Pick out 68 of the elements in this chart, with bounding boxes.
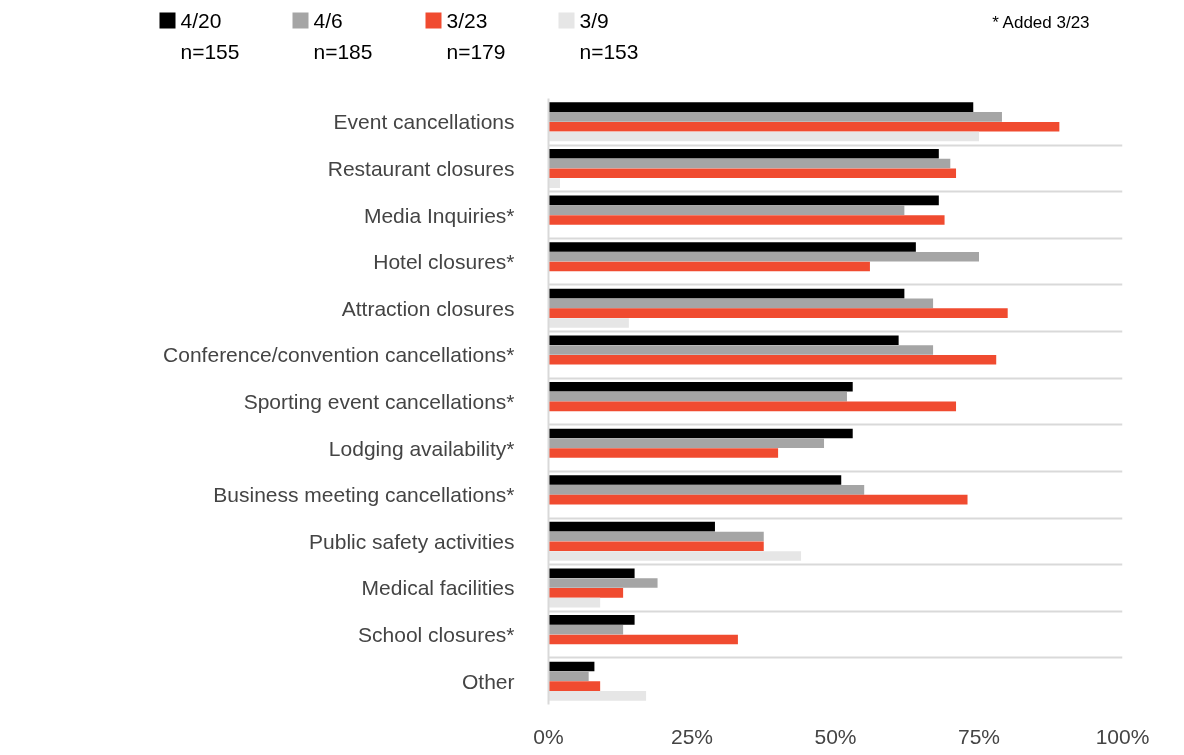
- bar: [548, 195, 939, 206]
- bar: [548, 401, 957, 412]
- bar: [548, 521, 715, 532]
- bar: [548, 681, 601, 691]
- bar: [548, 428, 853, 439]
- y-tick-label: Other: [461, 669, 515, 693]
- bar: [548, 335, 899, 345]
- bar: [548, 205, 905, 215]
- bar: [548, 354, 997, 365]
- x-tick-label: 75%: [957, 724, 1001, 748]
- legend-label: 3/9 n=153: [579, 8, 639, 63]
- bar: [548, 288, 905, 299]
- bar: [548, 568, 635, 579]
- bar: [548, 251, 979, 262]
- legend-label: 4/20 n=155: [180, 8, 240, 63]
- bar: [548, 391, 847, 402]
- x-tick-label: 0%: [533, 724, 564, 748]
- bar: [548, 148, 939, 159]
- bar: [548, 624, 624, 635]
- x-tick-label: 100%: [1095, 724, 1150, 748]
- bar: [548, 298, 934, 309]
- y-tick-label: Conference/convention cancellations*: [163, 343, 515, 367]
- bar: [548, 597, 601, 608]
- y-tick-label: Lodging availability*: [328, 436, 515, 460]
- x-tick-label: 25%: [670, 724, 714, 748]
- bar: [548, 178, 560, 188]
- y-tick-label: Sporting event cancellations*: [243, 390, 515, 413]
- y-tick-label: Event cancellations: [333, 110, 515, 134]
- y-tick-label: Public safety activities: [309, 529, 515, 553]
- y-tick-label: Attraction closures: [341, 296, 515, 320]
- legend-label: 3/23 n=179: [446, 8, 506, 63]
- bar: [548, 578, 658, 588]
- y-tick-label: Medical facilities: [361, 576, 515, 600]
- bar: [548, 215, 945, 225]
- y-tick-label: Business meeting cancellations*: [213, 483, 515, 507]
- y-tick-label: Media Inquiries*: [363, 203, 515, 227]
- bar: [548, 551, 802, 561]
- text: * Added 3/23: [992, 12, 1090, 32]
- bar: [548, 345, 934, 355]
- bar: [548, 634, 738, 645]
- bar: [548, 494, 968, 505]
- bar: [548, 131, 979, 142]
- bar: [548, 661, 595, 672]
- bar: [548, 102, 974, 112]
- bar: [548, 588, 624, 598]
- legend-label: 4/6 n=185: [313, 8, 373, 63]
- bar: [548, 382, 853, 392]
- bar: [548, 691, 647, 701]
- bar: [548, 485, 865, 495]
- bar: [548, 475, 842, 485]
- y-tick-label: School closures*: [358, 623, 515, 647]
- bar: [548, 261, 870, 272]
- bar: [548, 671, 589, 682]
- bar: [548, 318, 629, 328]
- y-tick-label: Hotel closures*: [373, 250, 515, 274]
- bar: [548, 242, 916, 252]
- bar: [548, 168, 957, 179]
- y-tick-label: Restaurant closures: [327, 156, 515, 180]
- bar: [548, 438, 825, 449]
- bar: [548, 158, 951, 169]
- bar: [548, 541, 764, 552]
- bar: [548, 448, 779, 458]
- x-tick-label: 50%: [814, 724, 857, 748]
- bar: [548, 615, 635, 625]
- bar: [548, 112, 1002, 122]
- bar: [548, 121, 1060, 132]
- bar: [548, 531, 764, 542]
- bar: [548, 308, 1008, 318]
